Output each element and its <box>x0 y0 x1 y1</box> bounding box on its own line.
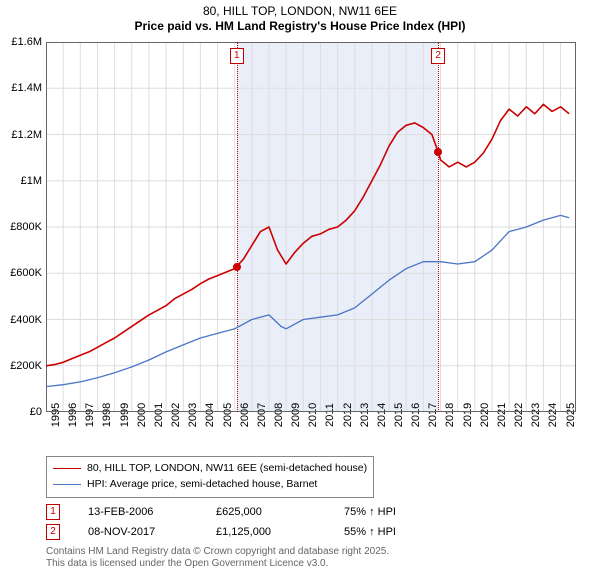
y-tick-label: £1M <box>21 175 42 187</box>
event-dot <box>434 148 442 156</box>
title-block: 80, HILL TOP, LONDON, NW11 6EE Price pai… <box>0 0 600 34</box>
legend-swatch <box>53 484 81 485</box>
y-tick-label: £400K <box>10 314 42 326</box>
event-date: 13-FEB-2006 <box>88 506 188 518</box>
y-tick-label: £600K <box>10 267 42 279</box>
event-delta: 75% ↑ HPI <box>344 506 444 518</box>
legend-swatch <box>53 468 81 469</box>
series-hpi <box>46 42 576 412</box>
y-tick-label: £200K <box>10 360 42 372</box>
legend-row: HPI: Average price, semi-detached house,… <box>53 477 367 493</box>
chart-area: £0£200K£400K£600K£800K£1M£1.2M£1.4M£1.6M… <box>46 42 576 412</box>
legend-label: 80, HILL TOP, LONDON, NW11 6EE (semi-det… <box>87 461 367 477</box>
footer-line1: Contains HM Land Registry data © Crown c… <box>46 546 576 559</box>
event-row-marker: 2 <box>46 524 60 540</box>
legend-label: HPI: Average price, semi-detached house,… <box>87 477 317 493</box>
title-subtitle: Price paid vs. HM Land Registry's House … <box>0 19 600 34</box>
legend-row: 80, HILL TOP, LONDON, NW11 6EE (semi-det… <box>53 461 367 477</box>
y-tick-label: £0 <box>30 406 42 418</box>
y-tick-label: £800K <box>10 221 42 233</box>
title-address: 80, HILL TOP, LONDON, NW11 6EE <box>0 4 600 19</box>
event-delta: 55% ↑ HPI <box>344 526 444 538</box>
legend-and-events: 80, HILL TOP, LONDON, NW11 6EE (semi-det… <box>46 456 576 571</box>
footer-attribution: Contains HM Land Registry data © Crown c… <box>46 546 576 571</box>
event-price: £1,125,000 <box>216 526 316 538</box>
event-date: 08-NOV-2017 <box>88 526 188 538</box>
event-marker-box: 2 <box>431 48 445 64</box>
y-tick-label: £1.6M <box>11 36 42 48</box>
figure-root: 80, HILL TOP, LONDON, NW11 6EE Price pai… <box>0 0 600 560</box>
y-tick-label: £1.2M <box>11 129 42 141</box>
event-dot <box>233 263 241 271</box>
event-row: 1 13-FEB-2006 £625,000 75% ↑ HPI <box>46 504 576 520</box>
event-marker-box: 1 <box>230 48 244 64</box>
event-row: 2 08-NOV-2017 £1,125,000 55% ↑ HPI <box>46 524 576 540</box>
event-price: £625,000 <box>216 506 316 518</box>
event-row-marker: 1 <box>46 504 60 520</box>
event-table: 1 13-FEB-2006 £625,000 75% ↑ HPI 2 08-NOV-201… <box>46 504 576 540</box>
legend-box: 80, HILL TOP, LONDON, NW11 6EE (semi-det… <box>46 456 374 498</box>
y-tick-label: £1.4M <box>11 82 42 94</box>
plot-region: £0£200K£400K£600K£800K£1M£1.2M£1.4M£1.6M… <box>46 42 576 412</box>
